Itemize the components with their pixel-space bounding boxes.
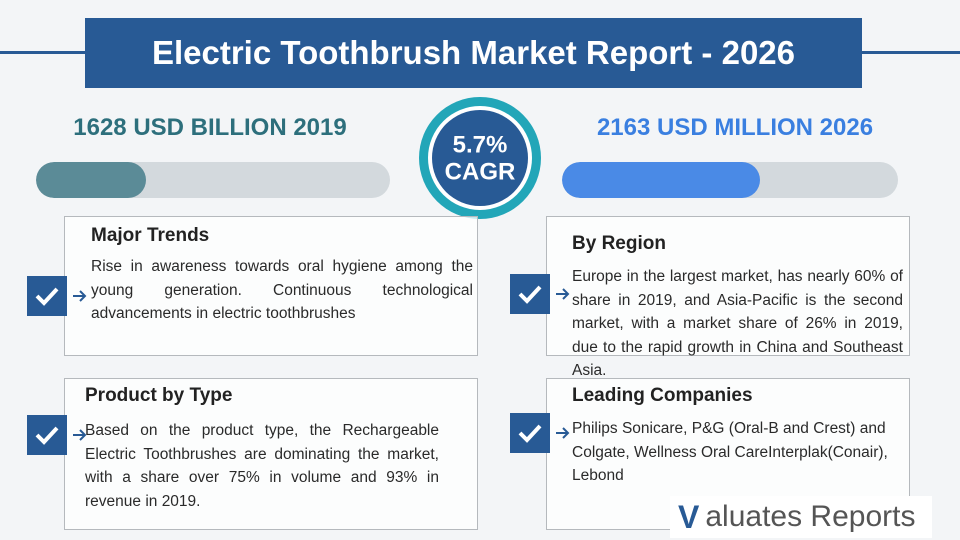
cagr-value: 5.7% [453, 131, 508, 158]
logo-mark: V [678, 498, 700, 535]
check-icon [510, 274, 570, 314]
section-heading: By Region [572, 233, 666, 254]
cagr-badge: 5.7% CAGR [419, 97, 541, 219]
stat-right: 2163 USD MILLION 2026 [596, 114, 874, 141]
progress-fill [562, 162, 760, 198]
check-icon [510, 413, 570, 453]
stat-left: 1628 USD BILLION 2019 [73, 114, 347, 141]
section-card: Major Trends Rise in awareness towards o… [64, 216, 478, 356]
section-body: Europe in the largest market, has nearly… [572, 268, 903, 379]
divider [862, 51, 960, 54]
section-card: Product by Type Based on the product typ… [64, 378, 478, 530]
progress-track [562, 162, 898, 198]
title: Electric Toothbrush Market Report - 2026 [85, 18, 862, 88]
logo-text: aluates Reports [705, 500, 916, 533]
logo: V aluates Reports [670, 496, 932, 538]
section-heading: Product by Type [85, 385, 233, 406]
check-icon [27, 415, 87, 455]
cagr-label: CAGR [445, 158, 516, 185]
divider [0, 51, 85, 54]
badge-core [432, 110, 528, 206]
section-body: Philips Sonicare, P&G (Oral-B and Crest)… [572, 420, 888, 484]
section-heading: Leading Companies [572, 385, 753, 406]
progress-fill [36, 162, 146, 198]
check-icon [27, 276, 87, 316]
section-body: Rise in awareness towards oral hygiene a… [91, 258, 473, 322]
section-heading: Major Trends [91, 225, 210, 246]
section-body: Based on the product type, the Rechargea… [85, 422, 439, 510]
section-card: By Region Europe in the largest market, … [546, 216, 910, 379]
section-card: Leading Companies Philips Sonicare, P&G … [546, 378, 910, 530]
progress-track [36, 162, 390, 198]
